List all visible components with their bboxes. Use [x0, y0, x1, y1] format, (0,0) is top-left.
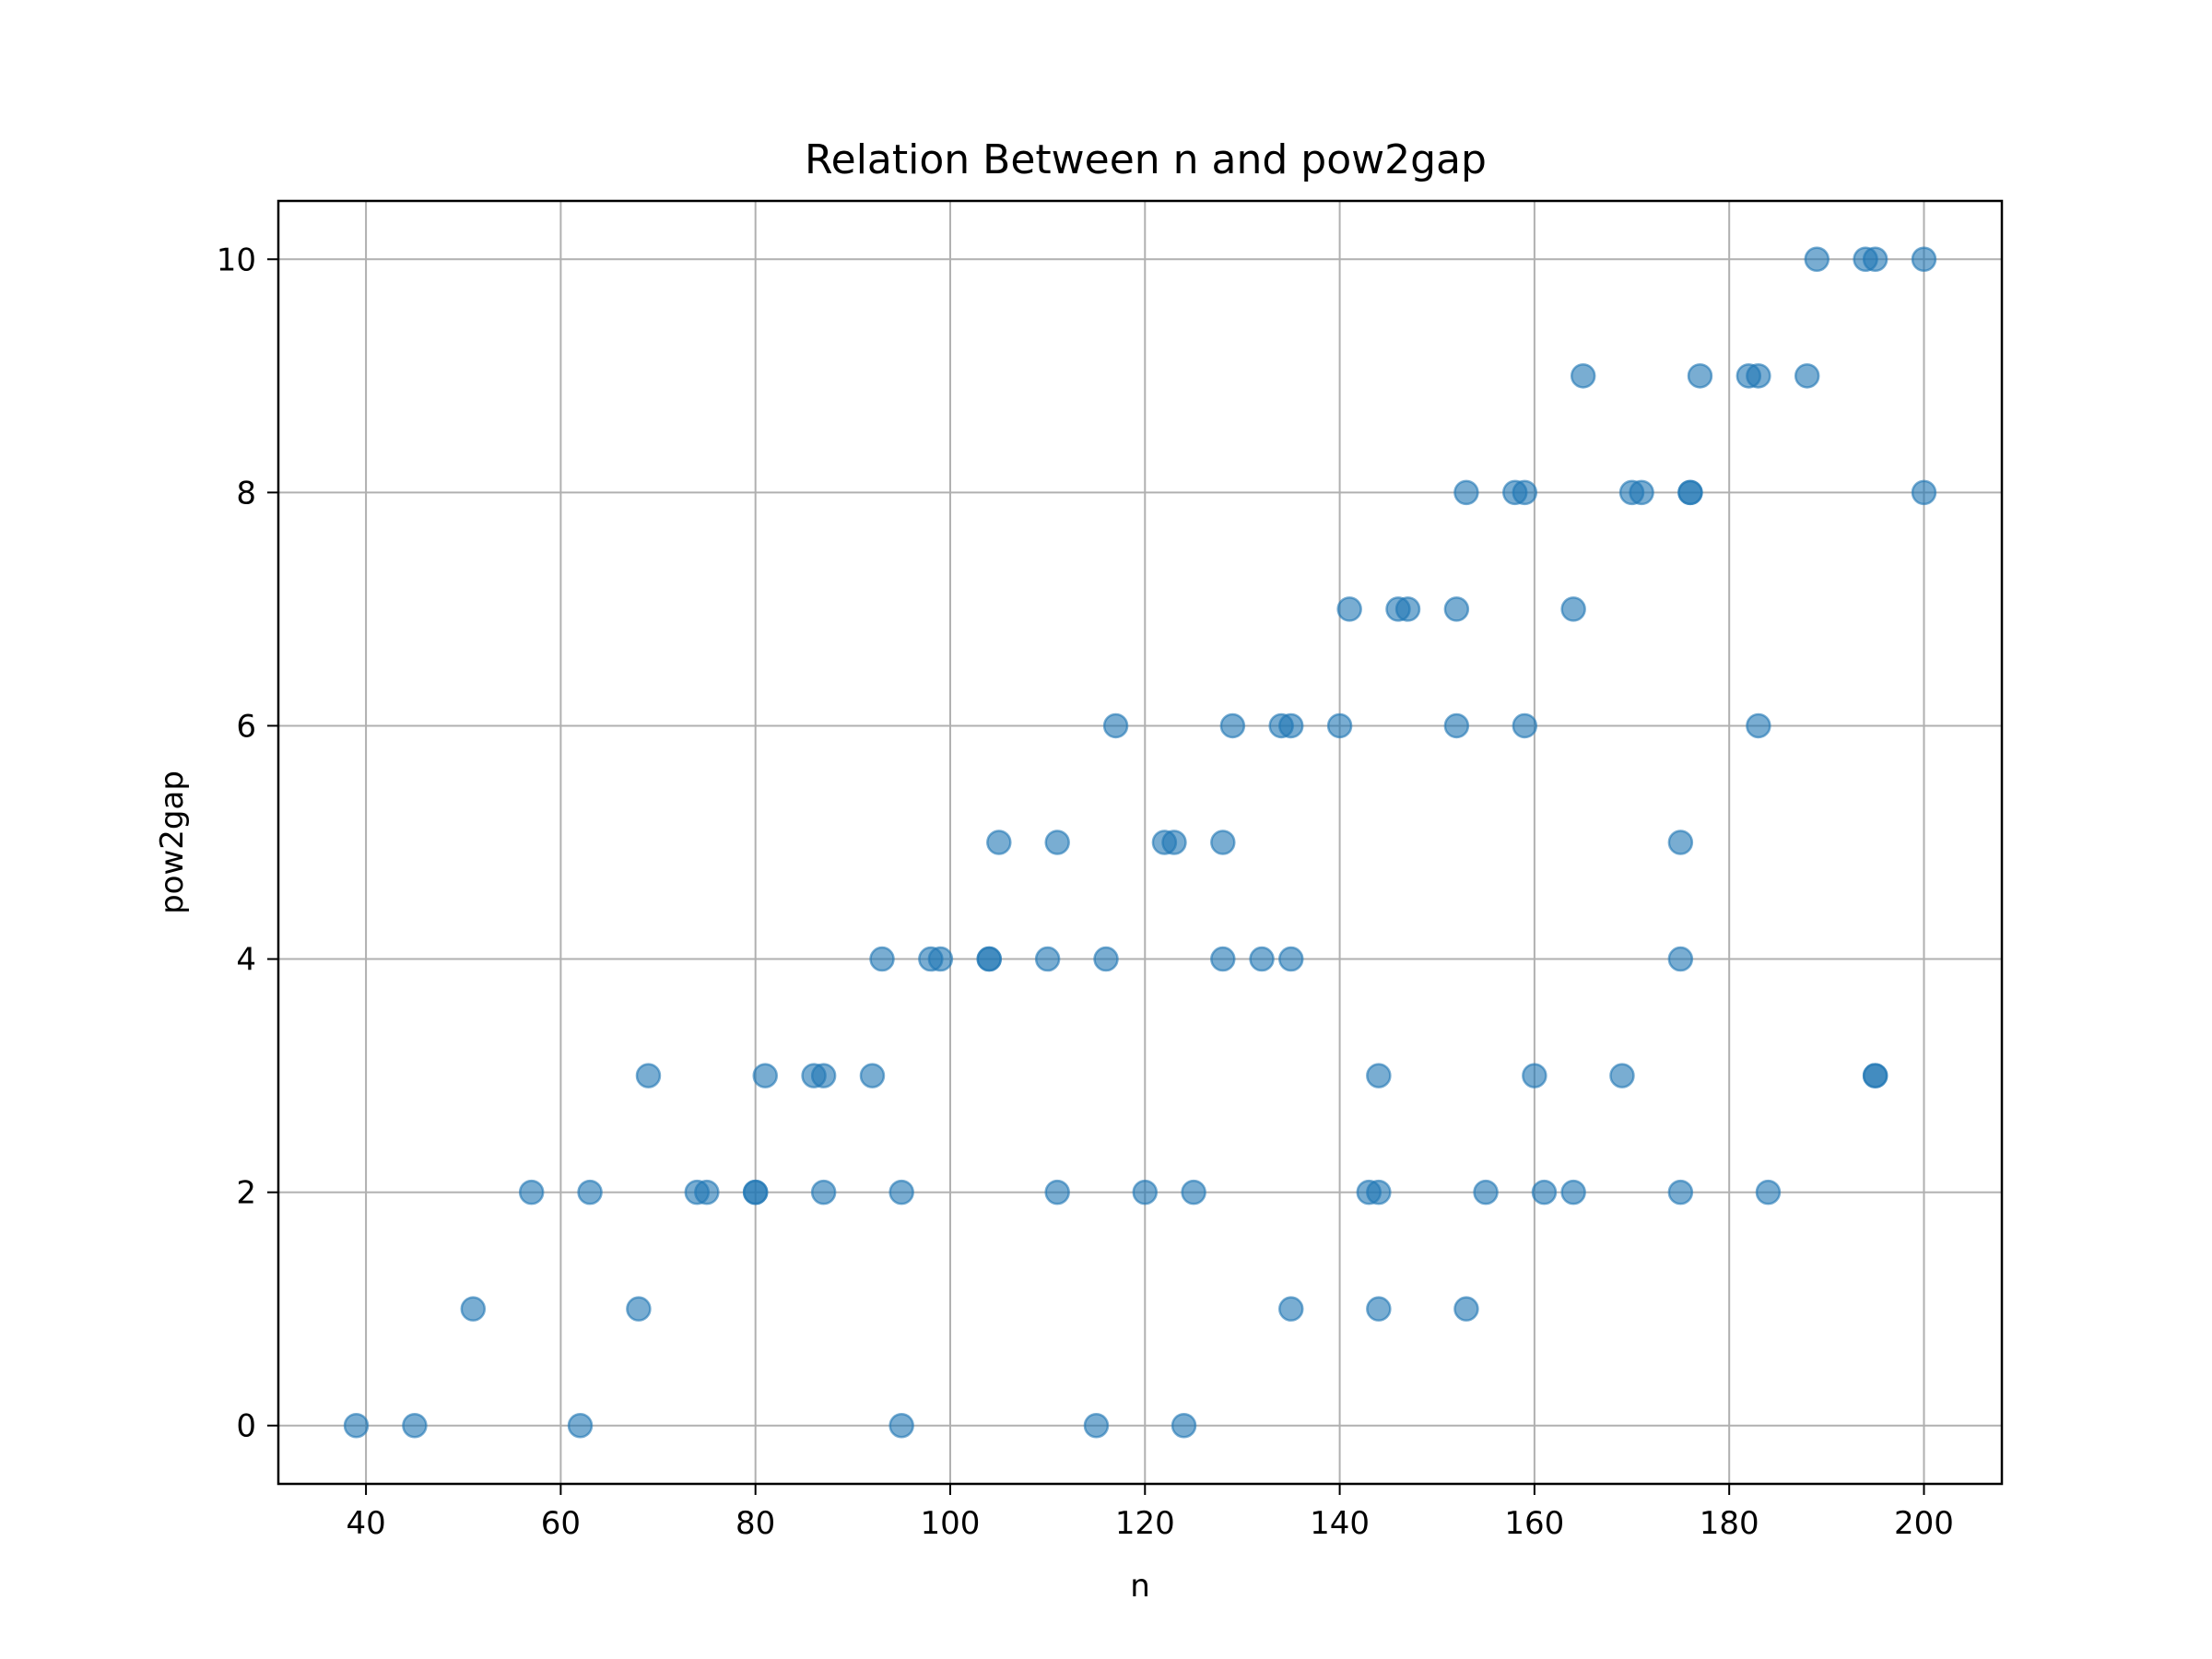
data-point: [810, 1063, 837, 1088]
data-point: [1210, 946, 1236, 972]
data-point: [888, 1179, 914, 1206]
data-point: [1102, 712, 1129, 739]
data-point: [1804, 246, 1830, 273]
y-tick-label: 0: [236, 1408, 256, 1445]
data-point: [1911, 246, 1937, 273]
data-point: [694, 1179, 720, 1206]
data-point: [1044, 1179, 1070, 1206]
y-tick-label: 4: [236, 942, 256, 979]
y-axis-ticks: 0 2 4 6 8 10: [217, 241, 278, 1445]
data-point: [1570, 363, 1596, 389]
data-point: [1687, 363, 1713, 389]
data-point: [1278, 946, 1304, 972]
data-point: [869, 946, 895, 972]
data-point: [1336, 596, 1362, 622]
data-point: [1366, 1063, 1392, 1088]
data-point: [1746, 712, 1771, 739]
data-point: [1667, 830, 1694, 855]
data-point: [1219, 712, 1246, 739]
data-point: [1278, 712, 1304, 739]
data-point: [1443, 596, 1470, 622]
data-point: [1044, 830, 1070, 855]
data-point: [460, 1296, 487, 1322]
y-tick-label: 2: [236, 1175, 256, 1212]
data-point: [518, 1179, 545, 1206]
data-point: [810, 1179, 837, 1206]
data-point: [859, 1063, 886, 1088]
data-point: [1083, 1412, 1110, 1439]
data-point: [1512, 479, 1538, 506]
plot-frame: [276, 199, 2004, 1486]
data-point: [742, 1179, 769, 1206]
chart-title: Relation Between n and pow2gap: [805, 136, 1487, 183]
data-point: [1093, 946, 1119, 972]
data-point: [577, 1179, 603, 1206]
data-point: [1522, 1063, 1547, 1088]
data-point: [343, 1412, 370, 1439]
data-point: [1862, 1063, 1888, 1088]
data-point: [1746, 363, 1771, 389]
y-tick-label: 8: [236, 475, 256, 512]
x-axis-label: n: [1130, 1568, 1150, 1605]
data-point: [1794, 363, 1820, 389]
data-point: [1034, 946, 1061, 972]
x-tick-label: 120: [1115, 1505, 1175, 1542]
data-point: [1629, 479, 1654, 506]
data-point: [1249, 946, 1275, 972]
data-point: [1862, 246, 1888, 273]
x-tick-label: 40: [346, 1505, 385, 1542]
data-point: [1278, 1296, 1304, 1322]
x-axis-ticks: 40 60 80 100 120 140 160 180 200: [346, 1484, 1954, 1542]
data-point: [986, 830, 1012, 855]
x-tick-label: 180: [1700, 1505, 1759, 1542]
data-point: [635, 1063, 662, 1088]
data-point: [1132, 1179, 1159, 1206]
data-point: [927, 946, 954, 972]
x-tick-label: 140: [1310, 1505, 1370, 1542]
data-point: [1512, 712, 1538, 739]
data-point: [1366, 1296, 1392, 1322]
data-point: [1667, 946, 1694, 972]
data-point: [976, 946, 1002, 972]
data-point: [1453, 479, 1479, 506]
data-point: [1366, 1179, 1392, 1206]
data-points: [343, 246, 1937, 1439]
x-tick-label: 60: [541, 1505, 581, 1542]
data-point: [1394, 596, 1421, 622]
data-point: [1560, 596, 1586, 622]
y-tick-label: 6: [236, 708, 256, 745]
data-point: [1210, 830, 1236, 855]
data-point: [567, 1412, 594, 1439]
data-point: [888, 1412, 914, 1439]
data-point: [626, 1296, 652, 1322]
data-point: [1443, 712, 1470, 739]
x-tick-label: 200: [1894, 1505, 1954, 1542]
x-tick-label: 100: [921, 1505, 981, 1542]
x-tick-label: 80: [735, 1505, 775, 1542]
data-point: [1560, 1179, 1586, 1206]
data-point: [1453, 1296, 1479, 1322]
data-point: [1531, 1179, 1558, 1206]
data-point: [1181, 1179, 1206, 1206]
data-point: [1755, 1179, 1782, 1206]
data-point: [1161, 830, 1187, 855]
data-point: [1609, 1063, 1635, 1088]
data-point: [1473, 1179, 1499, 1206]
y-tick-label: 10: [217, 241, 256, 278]
data-point: [1171, 1412, 1197, 1439]
data-point: [752, 1063, 778, 1088]
data-point: [1677, 479, 1703, 506]
data-point: [1667, 1179, 1694, 1206]
data-point: [1326, 712, 1353, 739]
y-axis-label: pow2gap: [154, 771, 191, 914]
data-point: [1911, 479, 1937, 506]
data-point: [402, 1412, 428, 1439]
x-tick-label: 160: [1504, 1505, 1564, 1542]
